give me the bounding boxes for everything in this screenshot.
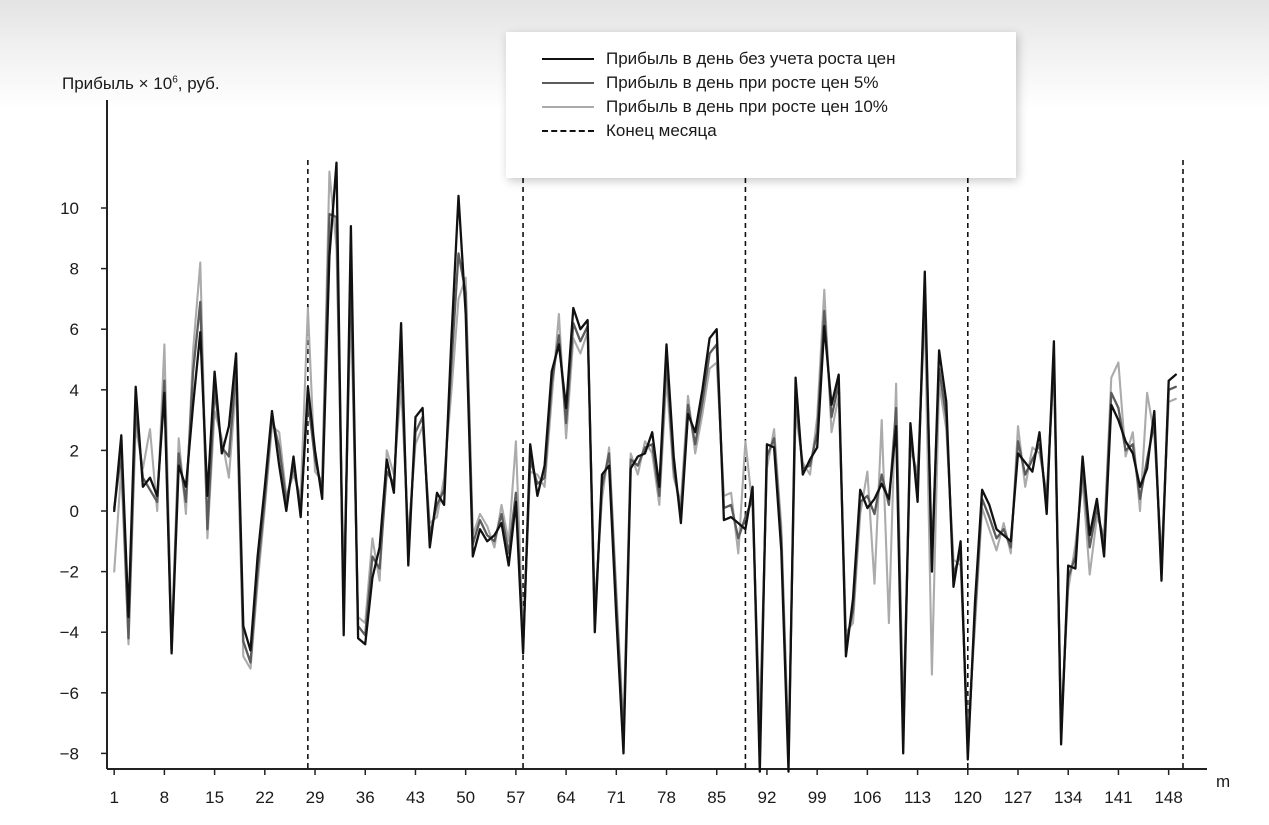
y-tick-label: −2 (60, 563, 79, 582)
legend-label-base: Прибыль в день без учета роста цен (606, 49, 896, 68)
x-tick-label: 106 (853, 788, 881, 807)
legend-item-10pct: Прибыль в день при росте цен 10% (542, 95, 1016, 119)
x-tick-label: 78 (657, 788, 676, 807)
x-tick-label: 85 (707, 788, 726, 807)
y-tick-label: −4 (60, 623, 79, 642)
x-tick-label: 113 (904, 788, 931, 807)
x-tick-label: 36 (356, 788, 375, 807)
y-tick-label: 10 (60, 199, 79, 218)
y-axis-title-unit: , руб. (177, 74, 220, 93)
y-tick-label: 0 (70, 502, 79, 521)
legend-swatch-5pct (542, 82, 594, 84)
series-line-base (113, 161, 1177, 773)
y-tick-label: −6 (60, 684, 79, 703)
series-group (113, 161, 1177, 773)
month-end-lines (307, 160, 1184, 769)
x-tick-label: 15 (205, 788, 224, 807)
legend-item-5pct: Прибыль в день при росте цен 5% (542, 71, 1016, 95)
x-tick-label: 64 (557, 788, 576, 807)
x-tick-label: 127 (1004, 788, 1032, 807)
y-tick-label: 4 (70, 381, 79, 400)
x-axis-title: m (1216, 772, 1231, 791)
legend-item-month-end: Конец месяца (542, 119, 1016, 143)
legend-item-base: Прибыль в день без учета роста цен (542, 47, 1016, 71)
legend-label-month-end: Конец месяца (606, 121, 717, 140)
x-tick-label: 148 (1154, 788, 1182, 807)
legend-swatch-month-end (542, 130, 594, 132)
x-tick-label: 92 (757, 788, 776, 807)
x-tick-label: 120 (954, 788, 982, 807)
x-tick-label: 99 (808, 788, 827, 807)
y-tick-label: 6 (70, 320, 79, 339)
x-tick-label: 57 (506, 788, 525, 807)
legend: Прибыль в день без учета роста цен Прибы… (506, 32, 1016, 178)
y-tick-label: −8 (60, 744, 79, 763)
axes-group: −8 −6 −4 −2 0 2 4 6 8 10 1 8 15 22 29 36 43 50 57 64 71 78 85 9… (60, 100, 1207, 807)
y-axis-title-base: Прибыль × 10 (62, 74, 173, 93)
legend-label-5pct: Прибыль в день при росте цен 5% (606, 73, 879, 92)
y-axis-title-exponent: 6 (172, 74, 178, 86)
x-tick-label: 22 (255, 788, 274, 807)
x-tick-label: 134 (1054, 788, 1082, 807)
series-line-5pct (113, 212, 1177, 761)
x-tick-label: 8 (160, 788, 169, 807)
x-tick-label: 71 (607, 788, 626, 807)
y-tick-label: 8 (70, 260, 79, 279)
legend-swatch-10pct (542, 106, 594, 108)
x-tick-label: 50 (456, 788, 475, 807)
x-tick-label: 29 (306, 788, 325, 807)
x-tick-label: 1 (109, 788, 118, 807)
legend-label-10pct: Прибыль в день при росте цен 10% (606, 97, 888, 116)
x-tick-label: 141 (1104, 788, 1132, 807)
y-axis-title: Прибыль × 106, руб. (62, 74, 220, 94)
y-tick-label: 2 (70, 441, 79, 460)
legend-swatch-base (542, 58, 594, 60)
x-tick-label: 43 (406, 788, 425, 807)
